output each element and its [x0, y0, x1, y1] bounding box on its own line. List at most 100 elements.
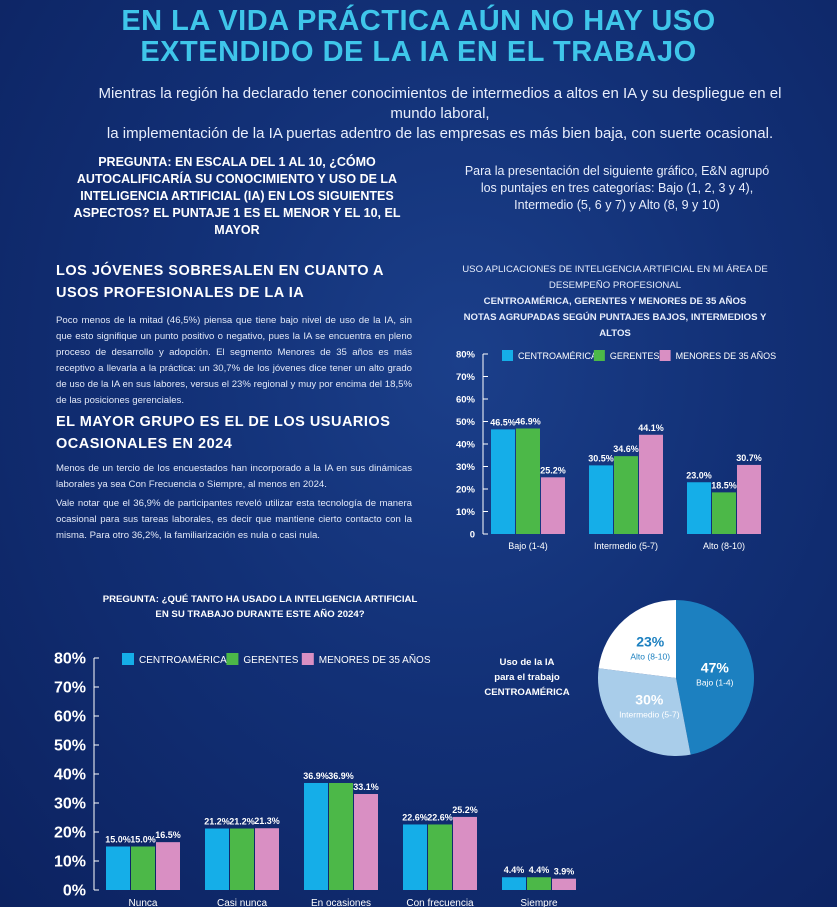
chart2-bar [453, 816, 477, 890]
pie-caption: Uso de la IA para el trabajo CENTROAMÉRI… [462, 655, 592, 700]
subtitle: Mientras la región ha declarado tener co… [80, 84, 800, 144]
chart2-data-label: 25.2% [452, 805, 478, 815]
chart2-data-label: 15.0% [130, 835, 156, 845]
chart2-legend-swatch [122, 653, 134, 665]
chart2-y-tick-label: 0% [63, 883, 86, 900]
chart2-bar [552, 878, 576, 890]
chart1-data-label: 30.5% [588, 453, 614, 463]
chart2-bar [304, 782, 328, 890]
chart1-bar [516, 428, 540, 534]
chart2-bar-chart: 0%10%20%30%40%50%60%70%80%15.0% 15.0% 16.5… [54, 651, 576, 907]
chart1-data-label: 46.5% [490, 417, 516, 427]
chart2-y-tick-label: 50% [54, 738, 86, 755]
chart2-data-label: 15.0% [105, 835, 131, 845]
chart1-legend-label: MENORES DE 35 AÑOS [676, 351, 777, 361]
chart2-y-tick-label: 80% [54, 651, 86, 668]
pie-caption-line-3: CENTROAMÉRICA [484, 687, 570, 698]
chart2-data-label: 4.4% [504, 865, 525, 875]
chart1-y-tick-label: 40% [456, 439, 476, 450]
chart2-bar [428, 824, 452, 890]
page-title: EN LA VIDA PRÁCTICA AÚN NO HAY USO EXTEN… [0, 6, 837, 68]
chart2-data-label: 36.9% [328, 771, 354, 781]
chart1-title-line-4: NOTAS AGRUPADAS SEGÚN PUNTAJES BAJOS, IN… [463, 312, 767, 339]
chart1-bar-chart: 0 10% 20% 30% 40% 50% 60% 70% 80% 46.5% 46.9% 25.2%… [456, 349, 777, 551]
chart2-category-label: Casi nunca [217, 898, 267, 907]
chart2-y-tick-label: 40% [54, 767, 86, 784]
chart1-legend-label: GERENTES [610, 351, 660, 361]
pie-value-label: 23% [636, 634, 665, 650]
chart1-y-tick-label: 20% [456, 484, 476, 495]
chart1-y-tick-label: 50% [456, 417, 476, 428]
subtitle-line-1: Mientras la región ha declarado tener co… [98, 85, 782, 122]
chart2-data-label: 36.9% [303, 771, 329, 781]
chart2-data-label: 21.2% [204, 817, 230, 827]
pie-value-label: 30% [635, 691, 664, 707]
chart2-y-tick-label: 70% [54, 680, 86, 697]
chart1-data-label: 25.2% [540, 465, 566, 475]
chart1-data-label: 46.9% [515, 416, 541, 426]
chart1-bar [614, 456, 638, 534]
chart2-data-label: 21.2% [229, 817, 255, 827]
chart2-bar [403, 824, 427, 890]
chart2-data-label: 3.9% [554, 867, 575, 877]
chart1-y-tick-label: 60% [456, 394, 476, 405]
chart1-bar [737, 464, 761, 534]
chart1-legend-swatch [502, 350, 513, 361]
question-2: PREGUNTA: ¿QUÉ TANTO HA USADO LA INTELIG… [102, 594, 418, 620]
chart1-y-tick-label: 0 [470, 529, 475, 540]
grouping-note: Para la presentación del siguiente gráfi… [464, 164, 770, 212]
question-1: PREGUNTA: EN ESCALA DEL 1 AL 10, ¿CÓMO A… [73, 155, 401, 237]
section1-heading: LOS JÓVENES SOBRESALEN EN CUANTO A USOS … [56, 263, 384, 301]
chart1-legend-swatch [659, 350, 671, 361]
chart1-data-label: 23.0% [686, 470, 712, 480]
subtitle-line-2: la implementación de la IA puertas adent… [106, 125, 774, 142]
chart2-bar [106, 846, 130, 890]
chart1-title-line-1: USO APLICACIONES DE INTELIGENCIA ARTIFIC… [462, 264, 768, 275]
pie-slice [676, 600, 754, 755]
chart2-data-label: 4.4% [529, 865, 550, 875]
chart1-bar [541, 477, 565, 534]
chart2-legend-label: CENTROAMÉRICA [139, 653, 227, 666]
pie-caption-line-1: Uso de la IA [499, 657, 555, 668]
chart2-y-tick-label: 10% [54, 854, 86, 871]
title-line-1: EN LA VIDA PRÁCTICA AÚN NO HAY USO [121, 5, 716, 37]
chart1-bar [639, 434, 663, 534]
chart1-category-label: Bajo (1-4) [508, 541, 548, 551]
chart1-legend-label: CENTROAMÉRICA [518, 351, 597, 361]
chart1-data-label: 18.5% [711, 480, 737, 490]
chart2-legend-swatch [226, 653, 239, 665]
chart2-legend-swatch [301, 653, 314, 665]
chart1-category-label: Intermedio (5-7) [594, 541, 658, 551]
chart2-bar [131, 846, 155, 890]
chart1-data-label: 34.6% [613, 444, 639, 454]
chart2-bar [502, 877, 526, 890]
chart1-y-tick-label: 30% [456, 462, 476, 473]
pie-category-label: Bajo (1-4) [696, 677, 733, 687]
section2-heading: EL MAYOR GRUPO ES EL DE LOS USUARIOS OCA… [56, 414, 391, 452]
chart2-category-label: En ocasiones [311, 898, 371, 907]
chart1-y-tick-label: 70% [456, 372, 476, 383]
chart2-data-label: 33.1% [353, 782, 379, 792]
section2-body-1: Menos de un tercio de los encuestados ha… [56, 463, 412, 490]
chart2-y-tick-label: 60% [54, 709, 86, 726]
pie-chart: 47% Bajo (1-4) 30% Intermedio (5-7) 23% Alto … [598, 600, 754, 756]
chart1-legend-swatch [593, 350, 605, 361]
chart2-bar [156, 842, 180, 890]
chart2-bar [329, 782, 353, 890]
chart2-category-label: Nunca [129, 898, 158, 907]
chart1-data-label: 30.7% [736, 453, 762, 463]
chart2-category-label: Con frecuencia [406, 898, 474, 907]
chart1-title-line-2: DESEMPEÑO PROFESIONAL [548, 280, 682, 291]
section1-body: Poco menos de la mitad (46,5%) piensa qu… [56, 315, 412, 406]
pie-value-label: 47% [701, 659, 730, 675]
chart1-title-line-3: CENTROAMÉRICA, GERENTES Y MENORES DE 35 … [483, 296, 747, 307]
pie-caption-line-2: para el trabajo [494, 672, 560, 683]
chart1-bar [687, 482, 711, 534]
section2-body-2: Vale notar que el 36,9% de participantes… [56, 498, 412, 541]
chart1-bar [491, 429, 515, 534]
chart2-bar [354, 794, 378, 890]
chart2-legend-label: GERENTES [243, 655, 298, 666]
chart2-data-label: 21.3% [254, 816, 280, 826]
chart2-y-tick-label: 20% [54, 825, 86, 842]
chart2-bar [205, 828, 229, 890]
